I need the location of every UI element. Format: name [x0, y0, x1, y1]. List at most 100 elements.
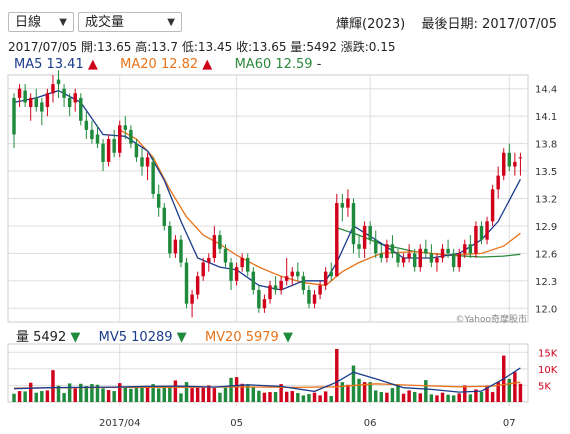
mv5-line [13, 367, 521, 393]
volume-bar [79, 383, 83, 402]
volume-bar [234, 377, 239, 402]
indicator-select[interactable]: 成交量 ▼ [78, 12, 182, 32]
candle-body [446, 248, 450, 254]
candle-body [340, 203, 345, 208]
volume-bar [396, 384, 400, 402]
ma5-legend: MA5 13.41 ▲ [14, 57, 102, 72]
candle-body [73, 93, 77, 103]
volume-bar [179, 393, 183, 402]
candle-body [385, 244, 389, 258]
candle-body [95, 134, 100, 144]
volume-tick-label: 5K [538, 381, 551, 392]
indicator-select-value: 成交量 [85, 15, 125, 30]
candle-body [101, 143, 105, 162]
candle-body [457, 253, 461, 268]
candle-body [268, 285, 272, 300]
candle-body [301, 276, 306, 290]
volume-bar [446, 394, 450, 402]
volume-bar [451, 395, 456, 402]
candle-body [379, 253, 384, 258]
volume-bar [268, 392, 272, 402]
candle-body [401, 257, 406, 263]
arrow-down-icon: ▼ [176, 330, 187, 345]
volume-bar [463, 385, 467, 402]
candle-body [140, 157, 144, 167]
candle-body [190, 294, 194, 304]
dash-icon: - [316, 57, 322, 72]
volume-bar [312, 392, 317, 402]
volume-bar [323, 391, 328, 402]
volume-bar [457, 393, 461, 402]
volume-bar [145, 386, 150, 402]
candle-body [118, 125, 122, 153]
volume-bar [307, 394, 311, 402]
candle-body [123, 125, 128, 130]
mv20-legend: MV20 5979 ▼ [205, 330, 293, 345]
candle-body [23, 90, 27, 103]
candle-body [56, 79, 61, 85]
candle-body [418, 248, 422, 268]
ohlc-info: 2017/07/05 開:13.65 高:13.7 低:13.45 收:13.6… [8, 38, 395, 55]
volume-bar [84, 386, 89, 402]
price-tick-label: 14.1 [535, 112, 557, 123]
candle-body [84, 120, 89, 130]
candle-body [279, 280, 283, 290]
ohlc-open: 開:13.65 [81, 40, 132, 54]
candle-body [218, 235, 222, 249]
volume-bar [490, 392, 495, 402]
volume-bar [513, 372, 517, 402]
candle-body [468, 244, 473, 254]
price-tick-label: 14.4 [535, 85, 557, 96]
volume-bar [296, 393, 300, 402]
ohlc-high: 高:13.7 [135, 40, 178, 54]
ma5-line [13, 89, 521, 291]
volume-bar [156, 388, 161, 402]
period-select-value: 日線 [15, 15, 42, 30]
volume-bar [45, 390, 50, 402]
candle-body [374, 239, 378, 254]
volume-bar [374, 390, 378, 402]
vol-legend: 量 5492 ▼ [16, 330, 85, 345]
volume-bar [357, 378, 361, 402]
volume-tick-label: 15K [538, 348, 558, 359]
ma-legend: MA5 13.41 ▲ MA20 12.82 ▲ MA60 12.59 - [14, 57, 321, 72]
price-tick-label: 13.8 [535, 140, 557, 151]
price-tick-label: 12.6 [535, 249, 557, 260]
stock-title: 燁輝(2023) 最後日期: 2017/07/05 [336, 13, 557, 32]
date-tick-label: 05 [230, 418, 243, 429]
watermark: ©Yahoo奇摩股市 [456, 313, 528, 325]
volume-bar [257, 390, 261, 402]
candle-body [151, 161, 155, 194]
ma60-legend-label: MA60 12.59 [234, 57, 313, 72]
volume-bar [496, 382, 500, 402]
ma20-legend: MA20 12.82 ▲ [120, 57, 216, 72]
volume-bar [351, 365, 356, 402]
candle-body [424, 248, 428, 254]
volume-bar [62, 393, 66, 402]
volume-bar [218, 392, 222, 402]
candle-body [329, 271, 333, 277]
candle-body [429, 253, 434, 263]
candle-body [212, 235, 217, 258]
volume-bar [106, 390, 111, 402]
volume-bar [368, 382, 372, 402]
volume-bar [28, 382, 33, 402]
chevron-down-icon: ▼ [59, 17, 67, 28]
volume-bar [34, 392, 38, 402]
candle-body [407, 253, 411, 258]
volume-bar [273, 392, 278, 402]
candle-body [195, 276, 200, 295]
volume-bar [246, 385, 250, 402]
volume-bar [229, 377, 233, 402]
arrow-down-icon: ▼ [282, 330, 293, 345]
period-select[interactable]: 日線 ▼ [8, 12, 74, 32]
ma60-legend: MA60 12.59 - [235, 57, 322, 72]
volume-bar [418, 393, 422, 402]
volume-bar [123, 387, 128, 402]
volume-bar [190, 388, 194, 402]
volume-bar [134, 387, 139, 402]
volume-bar [56, 385, 61, 402]
price-tick-label: 13.5 [535, 167, 557, 178]
candle-body [28, 97, 33, 108]
